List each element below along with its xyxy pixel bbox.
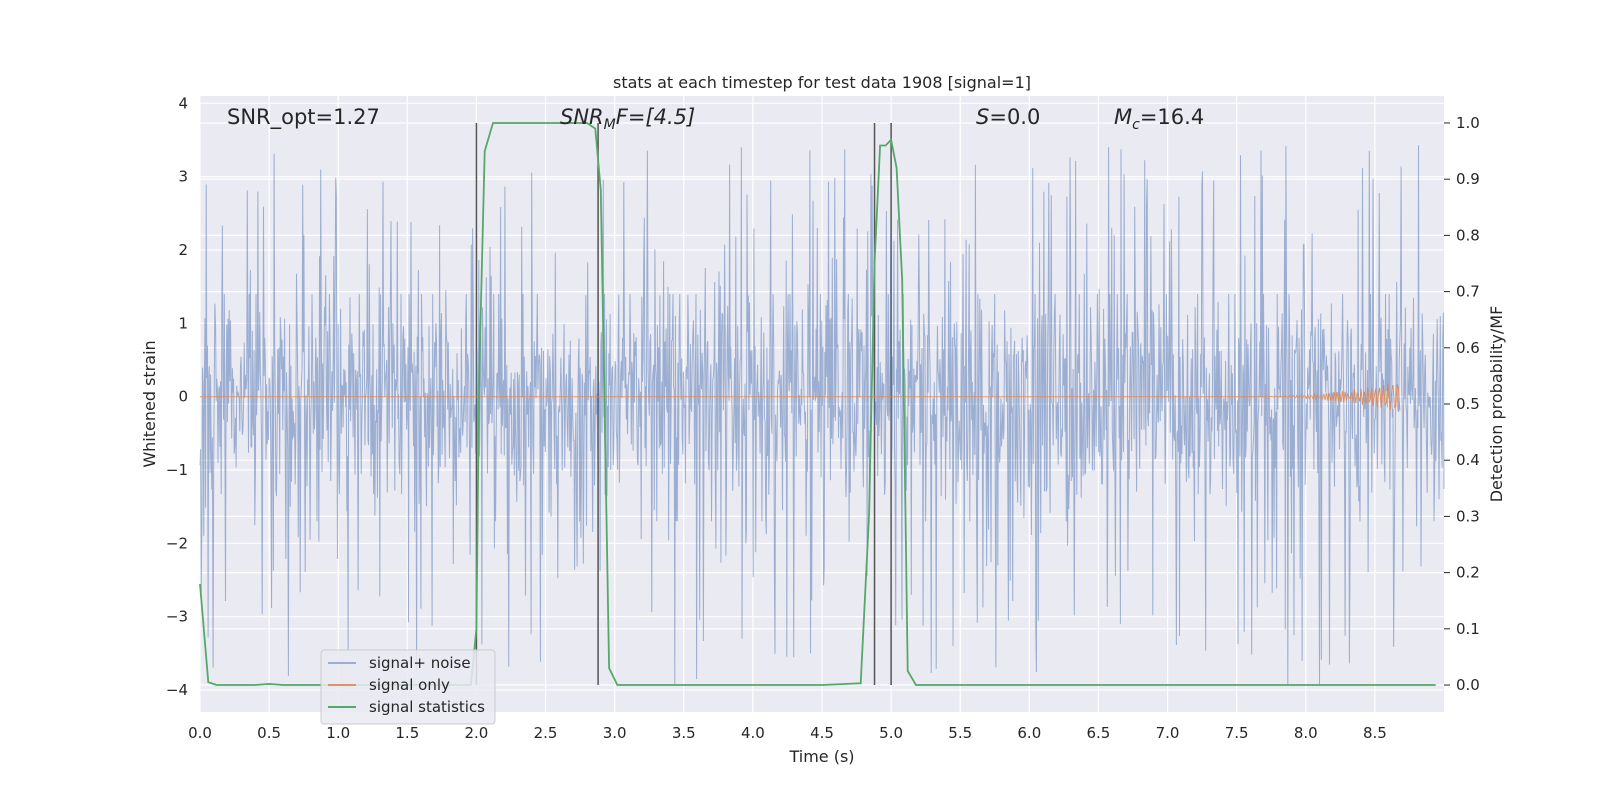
x-axis-ticks: 0.0 0.5 1.0 1.5 2.0 2.5 3.0 3.5 4.0 4.5 5.0 5.5 6.0 6… [188,724,1387,742]
y-right-tick-label: 0.2 [1456,564,1480,582]
x-tick-label: 5.0 [879,724,903,742]
x-tick-label: 2.0 [465,724,489,742]
x-tick-label: 3.0 [603,724,627,742]
y-left-tick-label: −1 [166,461,188,479]
annotation-snr-opt: SNR_opt=1.27 [227,105,380,130]
signal-statistics-series [199,122,1436,686]
x-tick-label: 1.0 [326,724,350,742]
y-left-tick-label: 2 [178,241,188,259]
y-right-tick-label: 0.3 [1456,507,1480,525]
y-left-tick-label: −2 [166,534,188,552]
annotation-mc: Mc=16.4 [1114,105,1204,133]
x-tick-label: 2.5 [534,724,558,742]
y-right-tick-label: 0.0 [1456,676,1480,694]
y-right-tick-label: 0.9 [1456,170,1480,188]
legend-label-noise: signal+ noise [369,654,471,672]
x-tick-label: 3.5 [672,724,696,742]
legend-label-stat: signal statistics [369,698,485,716]
y-left-tick-label: −3 [166,608,188,626]
legend-label-signal: signal only [369,676,450,694]
annotation-s: S=0.0 [976,105,1040,129]
y-right-tick-label: 1.0 [1456,114,1480,132]
y-right-tick-label: 0.5 [1456,395,1480,413]
x-tick-label: 7.0 [1156,724,1180,742]
x-tick-label: 1.5 [395,724,419,742]
legend: signal+ noise signal only signal statist… [320,649,496,725]
x-tick-label: 6.0 [1017,724,1041,742]
x-tick-label: 8.5 [1363,724,1387,742]
y-axis-left-ticks: −4 −3 −2 −1 0 1 2 3 4 [166,94,188,699]
y-right-tick-label: 0.6 [1456,339,1480,357]
y-axis-left-title: Whitened strain [140,340,159,467]
x-tick-label: 5.5 [948,724,972,742]
chart-title: stats at each timestep for test data 190… [613,73,1031,92]
signal-only-series [200,383,1401,411]
y-left-tick-label: −4 [166,681,188,699]
x-tick-label: 0.5 [257,724,281,742]
y-axis-right-ticks: 0.0 0.1 0.2 0.3 0.4 0.5 0.6 0.7 0.8 0.9 1.0 [1444,114,1480,694]
annotation-snr-mf: SNRMF=[4.5] [560,105,695,133]
x-tick-label: 0.0 [188,724,212,742]
y-right-tick-label: 0.4 [1456,451,1480,469]
x-axis-title: Time (s) [788,747,854,766]
x-tick-label: 8.0 [1294,724,1318,742]
x-tick-label: 4.0 [741,724,765,742]
noise-series [199,145,1445,686]
y-right-tick-label: 0.8 [1456,226,1480,244]
y-right-tick-label: 0.1 [1456,620,1480,638]
y-left-tick-label: 4 [178,94,188,112]
y-axis-right-title: Detection probability/MF [1487,306,1506,503]
y-left-tick-label: 3 [178,168,188,186]
x-tick-label: 7.5 [1225,724,1249,742]
y-left-tick-label: 0 [178,388,188,406]
y-right-tick-label: 0.7 [1456,283,1480,301]
x-tick-label: 4.5 [810,724,834,742]
x-tick-label: 6.5 [1087,724,1111,742]
y-left-tick-label: 1 [178,314,188,332]
legend-box [320,649,496,725]
